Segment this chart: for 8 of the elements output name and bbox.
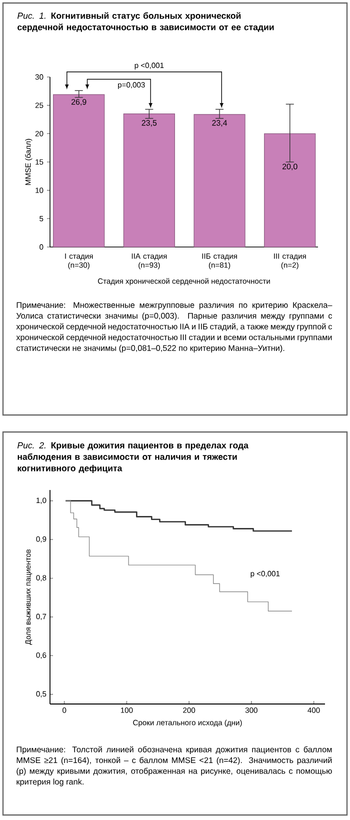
chart-title: Рис. 2. Кривые дожития пациентов в пределах года наблюдения в зависимости от наличия и тяжести когнитивного дефицита	[17, 442, 249, 474]
bar	[194, 114, 246, 248]
bar	[53, 94, 105, 248]
chart-title: Рис. 1. Когнитивный статус больных хронической сердечной недостаточностью в зависимости от ее стадии	[17, 12, 274, 32]
text: Примечание: Множественные межгрупповые различия по критерию Краскела–Уолиса статистически значимы (р=0,003). Парные различия между группами с хронической сердечной недостаточностью IIA и IIБ стадий, а также между группой с хронической сердечной недостаточностью III стадии и всеми остальными группами статистически не значимы (р=0,081–0,522 по критерию Манна–Уитни).	[16, 302, 332, 353]
bar	[264, 133, 316, 248]
text: Примечание: Толстой линией обозначена кривая дожития пациентов с баллом MMSE ≥21 (n=164), тонкой – с баллом MMSE <21 (n=42). Значимость различий (р) между кривыми дожития, отображенная на рисунке, оценивалась с помощью критерия log rank.	[16, 746, 332, 786]
bar	[123, 114, 175, 248]
